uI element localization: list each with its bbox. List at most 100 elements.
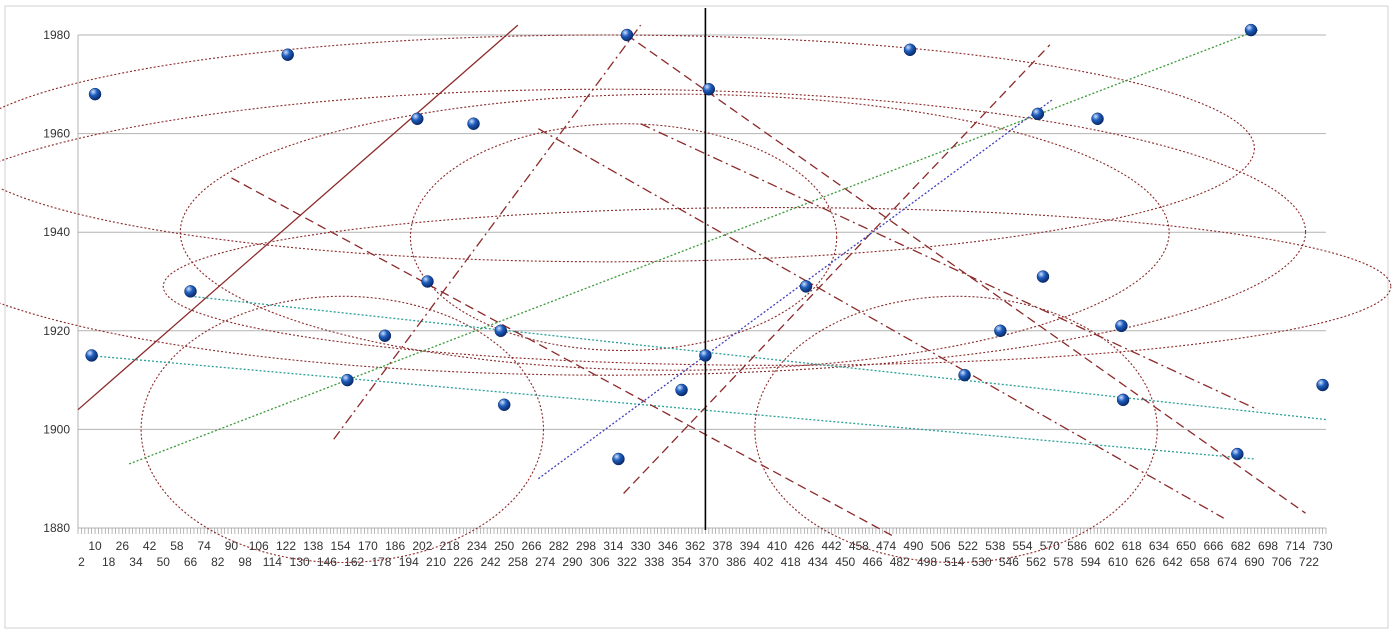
x-tick-label: 522: [958, 539, 978, 553]
x-tick-label: 226: [453, 555, 473, 569]
x-tick-label: 322: [617, 555, 637, 569]
x-tick-label: 274: [535, 555, 555, 569]
x-tick-label: 698: [1258, 539, 1278, 553]
y-tick-label: 1900: [43, 422, 70, 436]
data-point-22: [1036, 270, 1050, 283]
data-points: [85, 23, 1329, 466]
x-tick-label: 82: [211, 555, 225, 569]
x-tick-label: 290: [562, 555, 582, 569]
x-tick-label: 10: [88, 539, 102, 553]
overlay-shapes: [0, 8, 1392, 564]
trend-line-1: [77, 24, 519, 411]
x-tick-label: 466: [862, 555, 882, 569]
x-tick-label: 546: [999, 555, 1019, 569]
x-tick-label: 666: [1203, 539, 1223, 553]
x-tick-label: 306: [590, 555, 610, 569]
x-tick-label: 434: [808, 555, 828, 569]
trend-line-9: [626, 34, 1306, 514]
data-point-4: [281, 48, 294, 61]
data-point-18: [903, 43, 917, 57]
x-tick-label: 250: [494, 539, 514, 553]
x-tick-label: 426: [794, 539, 814, 553]
x-tick-label: 650: [1176, 539, 1196, 553]
data-point-23: [1091, 112, 1104, 126]
data-point-12: [612, 452, 625, 466]
x-tick-label: 50: [157, 555, 171, 569]
x-tick-label: 370: [699, 555, 719, 569]
data-point-7: [411, 112, 424, 126]
data-point-27: [1244, 23, 1258, 37]
x-tick-label: 394: [740, 539, 760, 553]
x-tick-label: 578: [1053, 555, 1073, 569]
data-point-1: [88, 87, 102, 101]
x-tick-label: 474: [876, 539, 896, 553]
ellipse-7: [754, 295, 1158, 564]
y-axis: 1880 1900 1920 1940 1960 1980: [43, 28, 79, 535]
data-point-10: [494, 324, 508, 338]
x-tick-label: 282: [549, 539, 569, 553]
x-tick-label: 602: [1094, 539, 1114, 553]
x-tick-label: 170: [358, 539, 378, 553]
x-tick-label: 18: [102, 555, 116, 569]
x-tick-label: 338: [644, 555, 664, 569]
x-tick-label: 330: [631, 539, 651, 553]
x-tick-label: 202: [412, 539, 432, 553]
x-tick-label: 450: [835, 555, 855, 569]
x-tick-label: 690: [1244, 555, 1264, 569]
x-tick-label: 586: [1067, 539, 1087, 553]
x-axis: 10 26 42 58 74 90 106 122 138 154 170 186 202 218 234 2…: [77, 527, 1333, 569]
data-point-6: [378, 329, 392, 342]
x-tick-label: 258: [508, 555, 528, 569]
data-point-2: [85, 349, 98, 362]
x-tick-label: 554: [1013, 539, 1033, 553]
trend-line-5: [333, 24, 642, 440]
trend-line-6: [231, 177, 897, 539]
y-tick-label: 1920: [43, 324, 70, 338]
x-tick-label: 42: [143, 539, 157, 553]
x-tick-label: 674: [1217, 555, 1237, 569]
x-tick-label: 26: [116, 539, 130, 553]
data-point-19: [958, 368, 971, 382]
trend-line-4: [128, 29, 1259, 465]
x-tick-label: 106: [249, 539, 269, 553]
x-tick-label: 610: [1108, 555, 1128, 569]
x-tick-label: 562: [1026, 555, 1046, 569]
x-tick-label: 266: [521, 539, 541, 553]
x-tick-label: 730: [1313, 539, 1333, 553]
data-point-3: [184, 285, 197, 298]
x-tick-label: 386: [726, 555, 746, 569]
trend-line-2: [88, 354, 1255, 460]
x-tick-label: 402: [753, 555, 773, 569]
data-point-25: [1116, 393, 1130, 407]
data-point-28: [1316, 378, 1329, 392]
x-tick-label: 154: [331, 539, 351, 553]
x-tick-label: 234: [467, 539, 487, 553]
x-tick-label: 530: [972, 555, 992, 569]
x-tick-label: 362: [685, 539, 705, 553]
data-point-14: [675, 383, 688, 397]
chart-border: [4, 5, 1389, 629]
ellipse-6: [140, 295, 544, 564]
x-tick-label: 570: [1040, 539, 1060, 553]
ellipse-3: [179, 93, 1170, 371]
x-tick-label: 90: [225, 539, 239, 553]
trend-line-11: [640, 123, 1259, 411]
x-tick-label: 130: [290, 555, 310, 569]
x-tick-label: 138: [303, 539, 323, 553]
x-tick-label: 34: [129, 555, 143, 569]
x-tick-label: 642: [1163, 555, 1183, 569]
data-point-17: [799, 280, 813, 293]
ellipse-2: [0, 88, 1306, 376]
ellipse-1: [0, 34, 1255, 263]
trend-line-8: [537, 98, 1054, 480]
data-point-5: [341, 373, 354, 387]
x-tick-label: 194: [399, 555, 419, 569]
x-tick-label: 722: [1299, 555, 1319, 569]
x-tick-label: 186: [385, 539, 405, 553]
x-tick-label: 506: [931, 539, 951, 553]
data-point-24: [1115, 319, 1128, 333]
x-tick-label: 714: [1285, 539, 1305, 553]
x-tick-label: 618: [1122, 539, 1142, 553]
